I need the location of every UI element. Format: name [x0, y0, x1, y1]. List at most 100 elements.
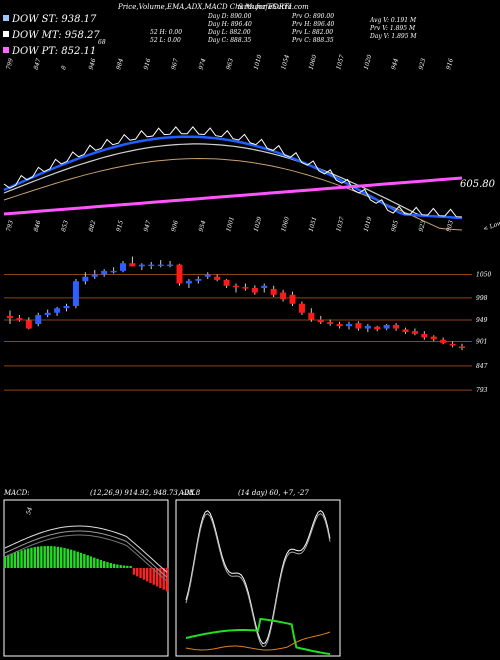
- macd-hist-bar: [145, 568, 149, 582]
- macd-hist-bar: [23, 549, 27, 568]
- stat-prev-1: Prv H: 896.40: [291, 21, 335, 28]
- macd-hist-bar: [76, 551, 79, 568]
- stats-block: 68 52 H: 0.00 52 L: 0.00 Day D: 890.00Da…: [98, 13, 417, 46]
- ema-bottom-tick: 1037: [335, 216, 346, 233]
- ema-top-tick: 1010: [253, 54, 264, 71]
- candle-body: [364, 325, 371, 329]
- macd-extra-line: [4, 534, 168, 582]
- stat-vol-2: Day V: 1.895 M: [369, 33, 417, 40]
- macd-hist-bar: [17, 551, 20, 568]
- candle-body: [308, 312, 315, 320]
- macd-hist-bar: [99, 559, 103, 568]
- ema-top-tick: 1020: [363, 54, 374, 71]
- macd-hist-bar: [139, 568, 142, 579]
- candle-body: [138, 264, 145, 267]
- ema-slow-line: [3, 176, 463, 216]
- candle-body: [270, 288, 277, 295]
- candle-body: [185, 280, 192, 284]
- adx-plus-di-line: [185, 617, 331, 656]
- ema-bottom-tick: 985: [390, 219, 400, 232]
- candle-body: [374, 326, 381, 330]
- macd-hist-bar: [112, 563, 116, 568]
- ema-top-tick: 967: [170, 57, 180, 70]
- macd-hist-bar: [132, 568, 136, 575]
- macd-hist-bar: [79, 552, 83, 568]
- macd-hist-bar: [46, 546, 50, 568]
- candle-body: [421, 333, 428, 338]
- ema-top-tick: 944: [390, 57, 400, 70]
- candle-body: [72, 281, 79, 306]
- candle-body: [120, 263, 126, 271]
- adx-line: [185, 509, 331, 645]
- candle-body: [233, 285, 239, 288]
- macd-line: [4, 525, 168, 573]
- ema-bottom-tick: 882: [88, 219, 98, 232]
- ema-top-tick: 974: [198, 57, 208, 70]
- candle-body: [449, 343, 456, 346]
- ema-top-tick: 1054: [280, 54, 291, 71]
- candle-body: [289, 294, 296, 304]
- adx-label: ADX: [178, 489, 196, 497]
- adx-line-shadow: [185, 512, 331, 648]
- dow-pt-label: DOW PT: 852.11: [11, 46, 96, 57]
- candle-body: [101, 270, 108, 275]
- ema-top-tick: 916: [445, 57, 455, 70]
- chart-title: Price,Volume,EMA,ADX,MACD Charts for FOR…: [117, 3, 292, 11]
- candle-body: [167, 264, 174, 267]
- week-high: 52 H: 0.00: [150, 29, 182, 36]
- macd-hist-bar: [40, 546, 43, 568]
- price-level-label: 949: [476, 317, 488, 324]
- dow-st-swatch: [3, 15, 9, 21]
- candle-body: [242, 287, 249, 289]
- candle-body: [82, 276, 89, 282]
- stat-prev-0: Prv O: 890.00: [291, 13, 334, 20]
- ema-bottom-tick: 923: [418, 219, 428, 232]
- macd-hist-bar: [83, 553, 86, 568]
- ema-top-tick: 799: [5, 57, 15, 70]
- candle-body: [54, 308, 61, 313]
- macd-hist-bar: [33, 547, 36, 568]
- ema-top-tick: 8: [60, 65, 68, 71]
- candle-body: [129, 263, 136, 267]
- macd-hist-bar: [86, 555, 89, 568]
- macd-values: (12,26,9) 914.92, 948.73, -28.8: [90, 489, 201, 497]
- macd-hist-bar: [13, 552, 17, 568]
- candle-body: [148, 264, 155, 267]
- ema-top-tick: 847: [33, 57, 43, 70]
- macd-hist-bar: [155, 568, 159, 587]
- ema-mid-line: [3, 143, 463, 219]
- candle-body: [459, 346, 465, 348]
- adx-minus-di-line: [185, 631, 331, 651]
- dow-mt-label: DOW MT: 958.27: [11, 30, 100, 41]
- candle-body: [327, 322, 334, 324]
- macd-hist-bar: [122, 565, 126, 568]
- ema-bottom-tick: 1051: [308, 216, 319, 233]
- ema-bottom-tick: 947: [143, 219, 153, 232]
- price-panel: 1050 998 949 901 847 793: [4, 256, 491, 394]
- candle-body: [440, 339, 447, 343]
- macd-hist-bar: [69, 549, 73, 568]
- ema-bottom-tick: 903: [445, 219, 455, 232]
- ema-bottom-tick: 1060: [280, 216, 291, 233]
- macd-hist-bar: [56, 546, 60, 568]
- candle-body: [280, 292, 287, 300]
- ema-lows-label: < Lows: [482, 219, 500, 233]
- macd-hist-bar: [20, 550, 23, 568]
- ema-top-tick: 1060: [308, 54, 319, 71]
- dow-pt-swatch: [3, 47, 9, 53]
- ema-fast-line: [3, 135, 463, 220]
- candle-body: [430, 336, 437, 340]
- macd-panel: MACD: (12,26,9) 914.92, 948.73, -28.8 54: [3, 489, 201, 657]
- ema-bottom-tick: 846: [33, 219, 43, 232]
- ema-top-tick: 963: [225, 57, 235, 70]
- macd-hist-bar: [93, 557, 96, 568]
- ema-bottom-tick: 793: [5, 219, 15, 232]
- stat-day-2: Day L: 882.00: [207, 29, 251, 36]
- ema-bottom-tick: 1001: [225, 216, 236, 233]
- macd-hist-bar: [30, 547, 33, 568]
- macd-hist-bar: [89, 556, 93, 568]
- adx-panel: ADX (14 day) 60, +7, -27: [175, 489, 341, 657]
- ema-top-tick: 916: [143, 57, 153, 70]
- ema-bottom-tick: 853: [60, 219, 70, 232]
- macd-hist-bar: [73, 550, 76, 568]
